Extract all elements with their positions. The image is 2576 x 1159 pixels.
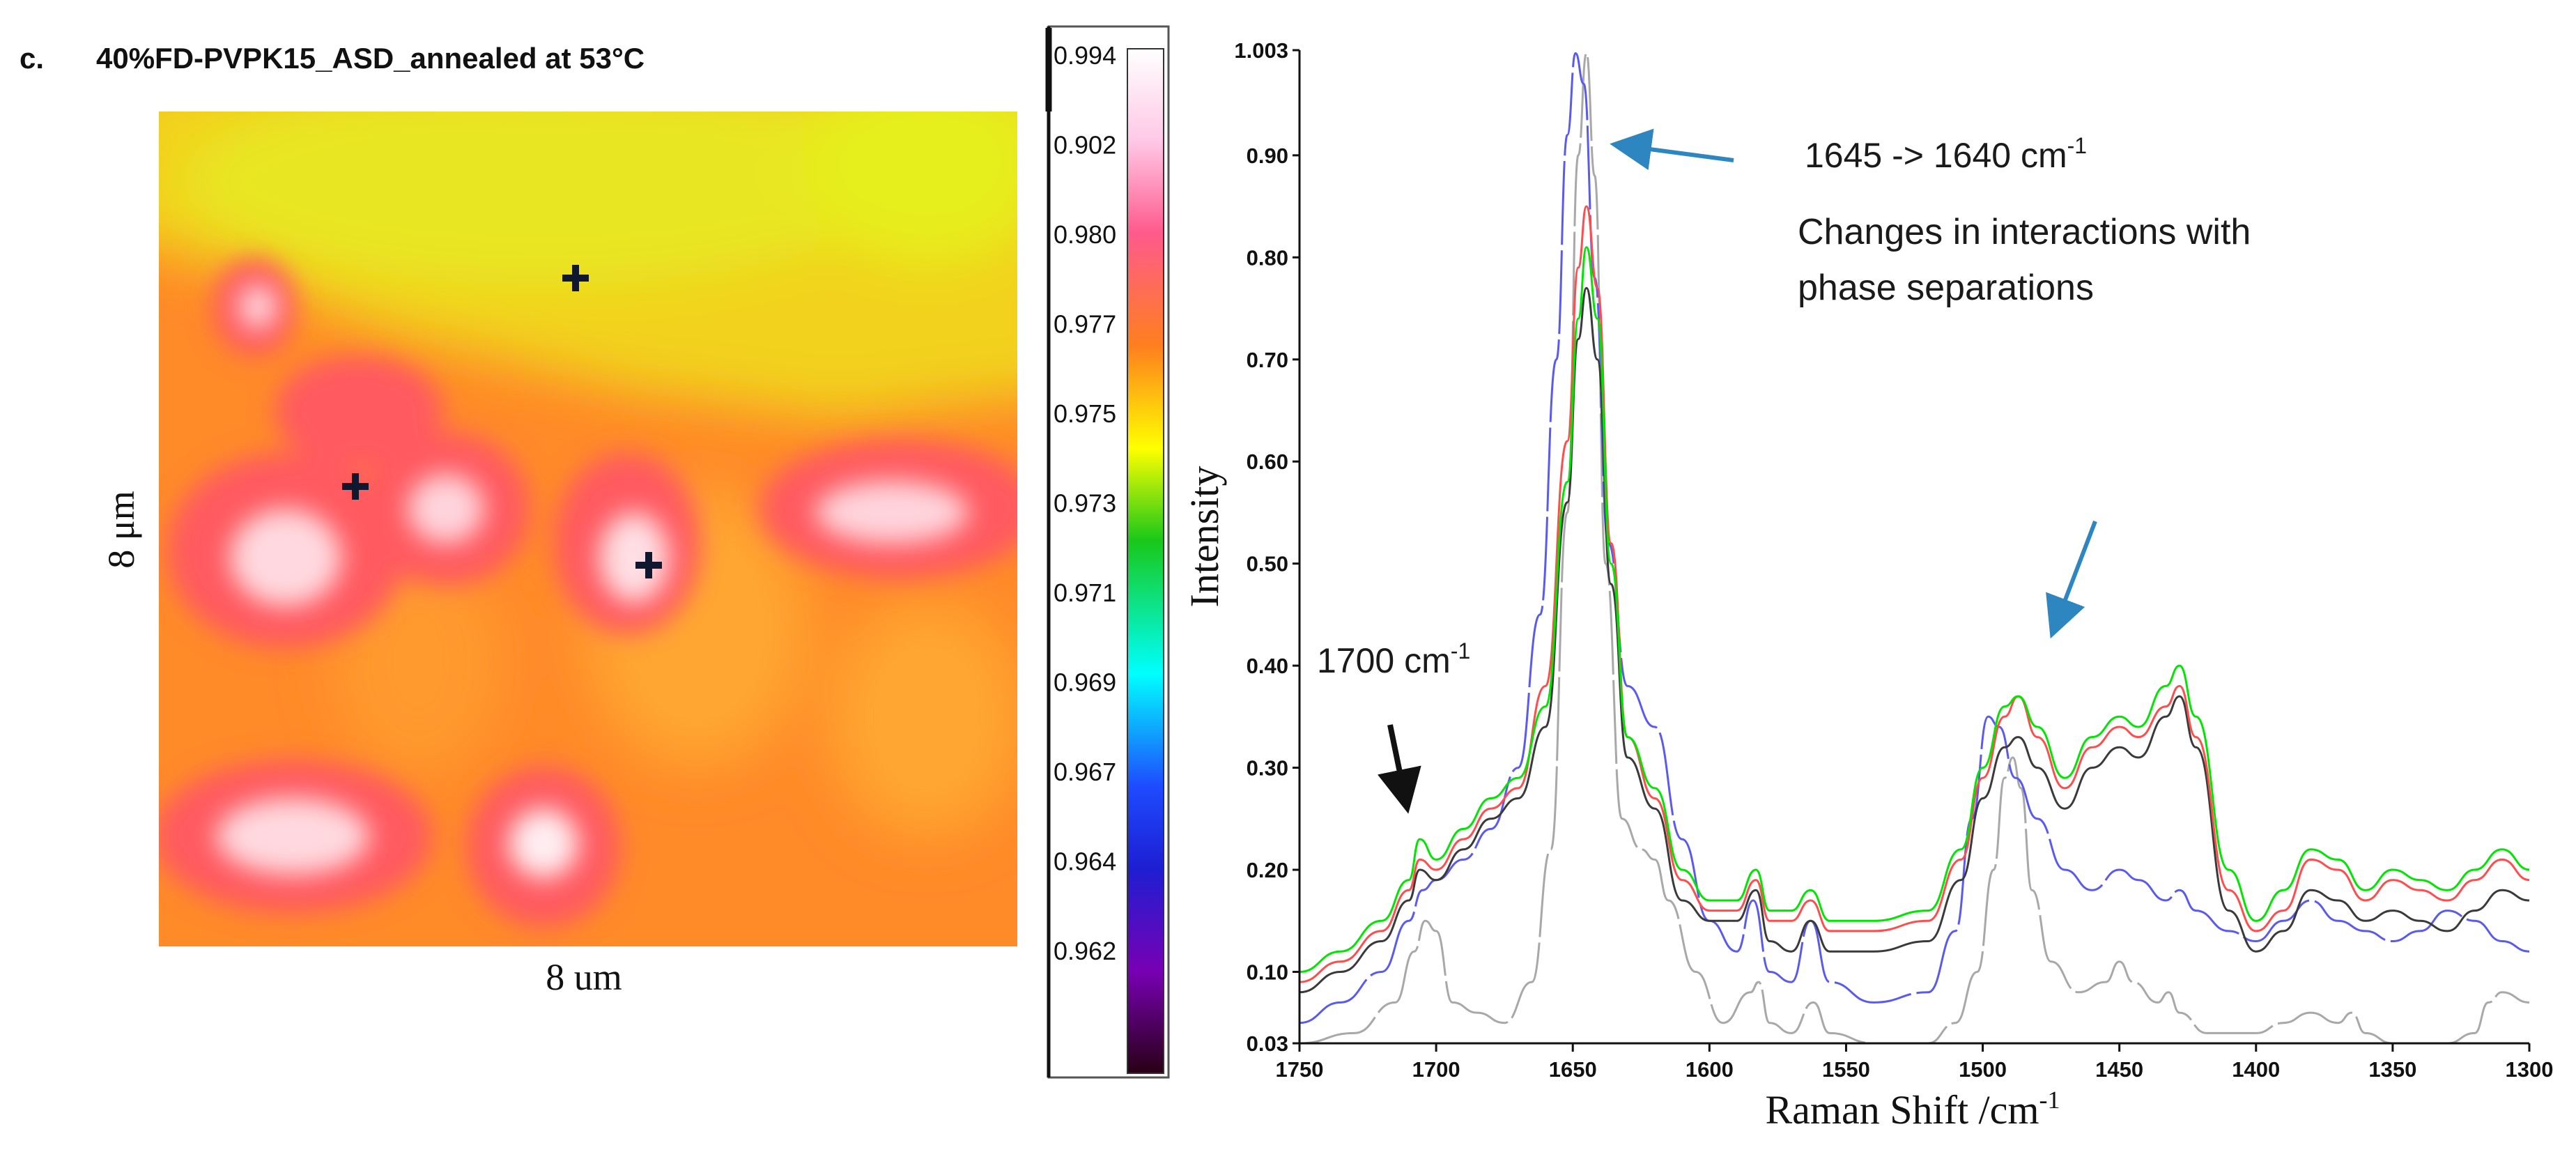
band-arrow-black (1377, 724, 1421, 814)
x-tick-label: 1300 (2506, 1057, 2554, 1082)
map-markers (342, 265, 662, 578)
colorbar-tick-label: 0.994 (1054, 41, 1116, 70)
colorbar-tick-label: 0.964 (1054, 847, 1116, 876)
series-line-dark (1299, 286, 2530, 994)
y-tick-label: 0.70 (1247, 348, 1288, 372)
annotation-1700-text: 1700 cm (1317, 641, 1451, 680)
colorbar-tick-label: 0.969 (1054, 668, 1116, 697)
plot-area (1299, 52, 2530, 1045)
y-tick-label: 0.40 (1247, 654, 1288, 678)
y-tick-label: 1.003 (1234, 38, 1288, 63)
series-line-gray (1299, 52, 2530, 1045)
annotation-peak-shift: 1645 -> 1640 cm-1 (1805, 133, 2087, 175)
y-tick-label: 0.03 (1247, 1031, 1288, 1056)
x-tick-label: 1650 (1549, 1057, 1597, 1082)
series-line-blue (1299, 52, 2530, 1024)
annotation-peak-shift-text: 1645 -> 1640 cm (1805, 136, 2067, 175)
y-tick-label: 0.10 (1247, 960, 1288, 984)
spectra-chart: 0.03 0.10 0.20 0.30 0.40 0.50 0.60 0.70 0.80 0.90… (1182, 38, 2553, 1133)
colorbar-tick-label: 0.973 (1054, 489, 1116, 518)
map-title: 40%FD-PVPK15_ASD_annealed at 53°C (96, 42, 645, 75)
colorbar-tick-label: 0.971 (1054, 578, 1116, 607)
series-line-red (1299, 205, 2530, 983)
annotation-1700: 1700 cm-1 (1317, 638, 1470, 680)
x-tick-label: 1550 (1822, 1057, 1870, 1082)
colorbar-tick-label: 0.975 (1054, 399, 1116, 428)
x-tick-label: 1500 (1959, 1057, 2007, 1082)
x-tick-label: 1350 (2368, 1057, 2416, 1082)
colorbar-tick-label: 0.902 (1054, 131, 1116, 160)
map-xlabel: 8 um (546, 956, 622, 998)
series-line-green (1299, 246, 2530, 973)
map-ylabel: 8 μm (100, 491, 142, 568)
x-tick-label: 1400 (2232, 1057, 2280, 1082)
chemical-map (159, 112, 1017, 946)
colorbar-tick-label: 0.967 (1054, 758, 1116, 786)
x-axis-label: Raman Shift /cm-1 (1765, 1086, 2060, 1133)
colorbar-gradient (1127, 48, 1164, 1074)
annotation-interactions-line1: Changes in interactions with (1798, 212, 2251, 252)
y-tick-label: 0.30 (1247, 756, 1288, 781)
colorbar-ticks: 0.994 0.902 0.980 0.977 0.975 0.973 0.971 0.969… (1054, 41, 1116, 965)
marker-top (562, 265, 589, 291)
y-tick-label: 0.80 (1247, 245, 1288, 270)
x-axis-label-sup: -1 (2039, 1086, 2060, 1114)
colorbar-tick-label: 0.977 (1054, 310, 1116, 339)
x-axis-label-main: Raman Shift /cm (1765, 1087, 2039, 1133)
x-tick-label: 1750 (1276, 1057, 1324, 1082)
y-ticks: 0.03 0.10 0.20 0.30 0.40 0.50 0.60 0.70 0.80 0.90… (1234, 38, 1299, 1056)
x-ticks: 1750 1700 1650 1600 1550 1500 1450 1400 1350 1300 (1276, 1043, 2554, 1082)
y-axis-label: Intensity (1182, 466, 1227, 608)
panel-label: c. (20, 42, 44, 75)
annotations: 1645 -> 1640 cm-1 Changes in interaction… (1317, 128, 2251, 814)
colorbar-tick-label: 0.962 (1054, 937, 1116, 965)
y-tick-label: 0.60 (1247, 450, 1288, 474)
x-tick-label: 1700 (1412, 1057, 1460, 1082)
y-tick-label: 0.20 (1247, 858, 1288, 882)
annotation-1700-sup: -1 (1451, 638, 1470, 663)
x-tick-label: 1600 (1686, 1057, 1734, 1082)
x-tick-label: 1450 (2095, 1057, 2143, 1082)
y-tick-label: 0.90 (1247, 144, 1288, 168)
colorbar: 0.994 0.902 0.980 0.977 0.975 0.973 0.971 0.969… (1045, 25, 1170, 1079)
marker-left (342, 473, 369, 500)
marker-right (635, 552, 662, 578)
band-arrow-blue (2046, 520, 2097, 639)
colorbar-tick-label: 0.980 (1054, 220, 1116, 249)
peak-arrow-blue (1610, 128, 1734, 171)
y-tick-label: 0.50 (1247, 552, 1288, 576)
annotation-interactions-line2: phase separations (1798, 268, 2094, 308)
annotation-peak-shift-sup: -1 (2067, 133, 2087, 158)
